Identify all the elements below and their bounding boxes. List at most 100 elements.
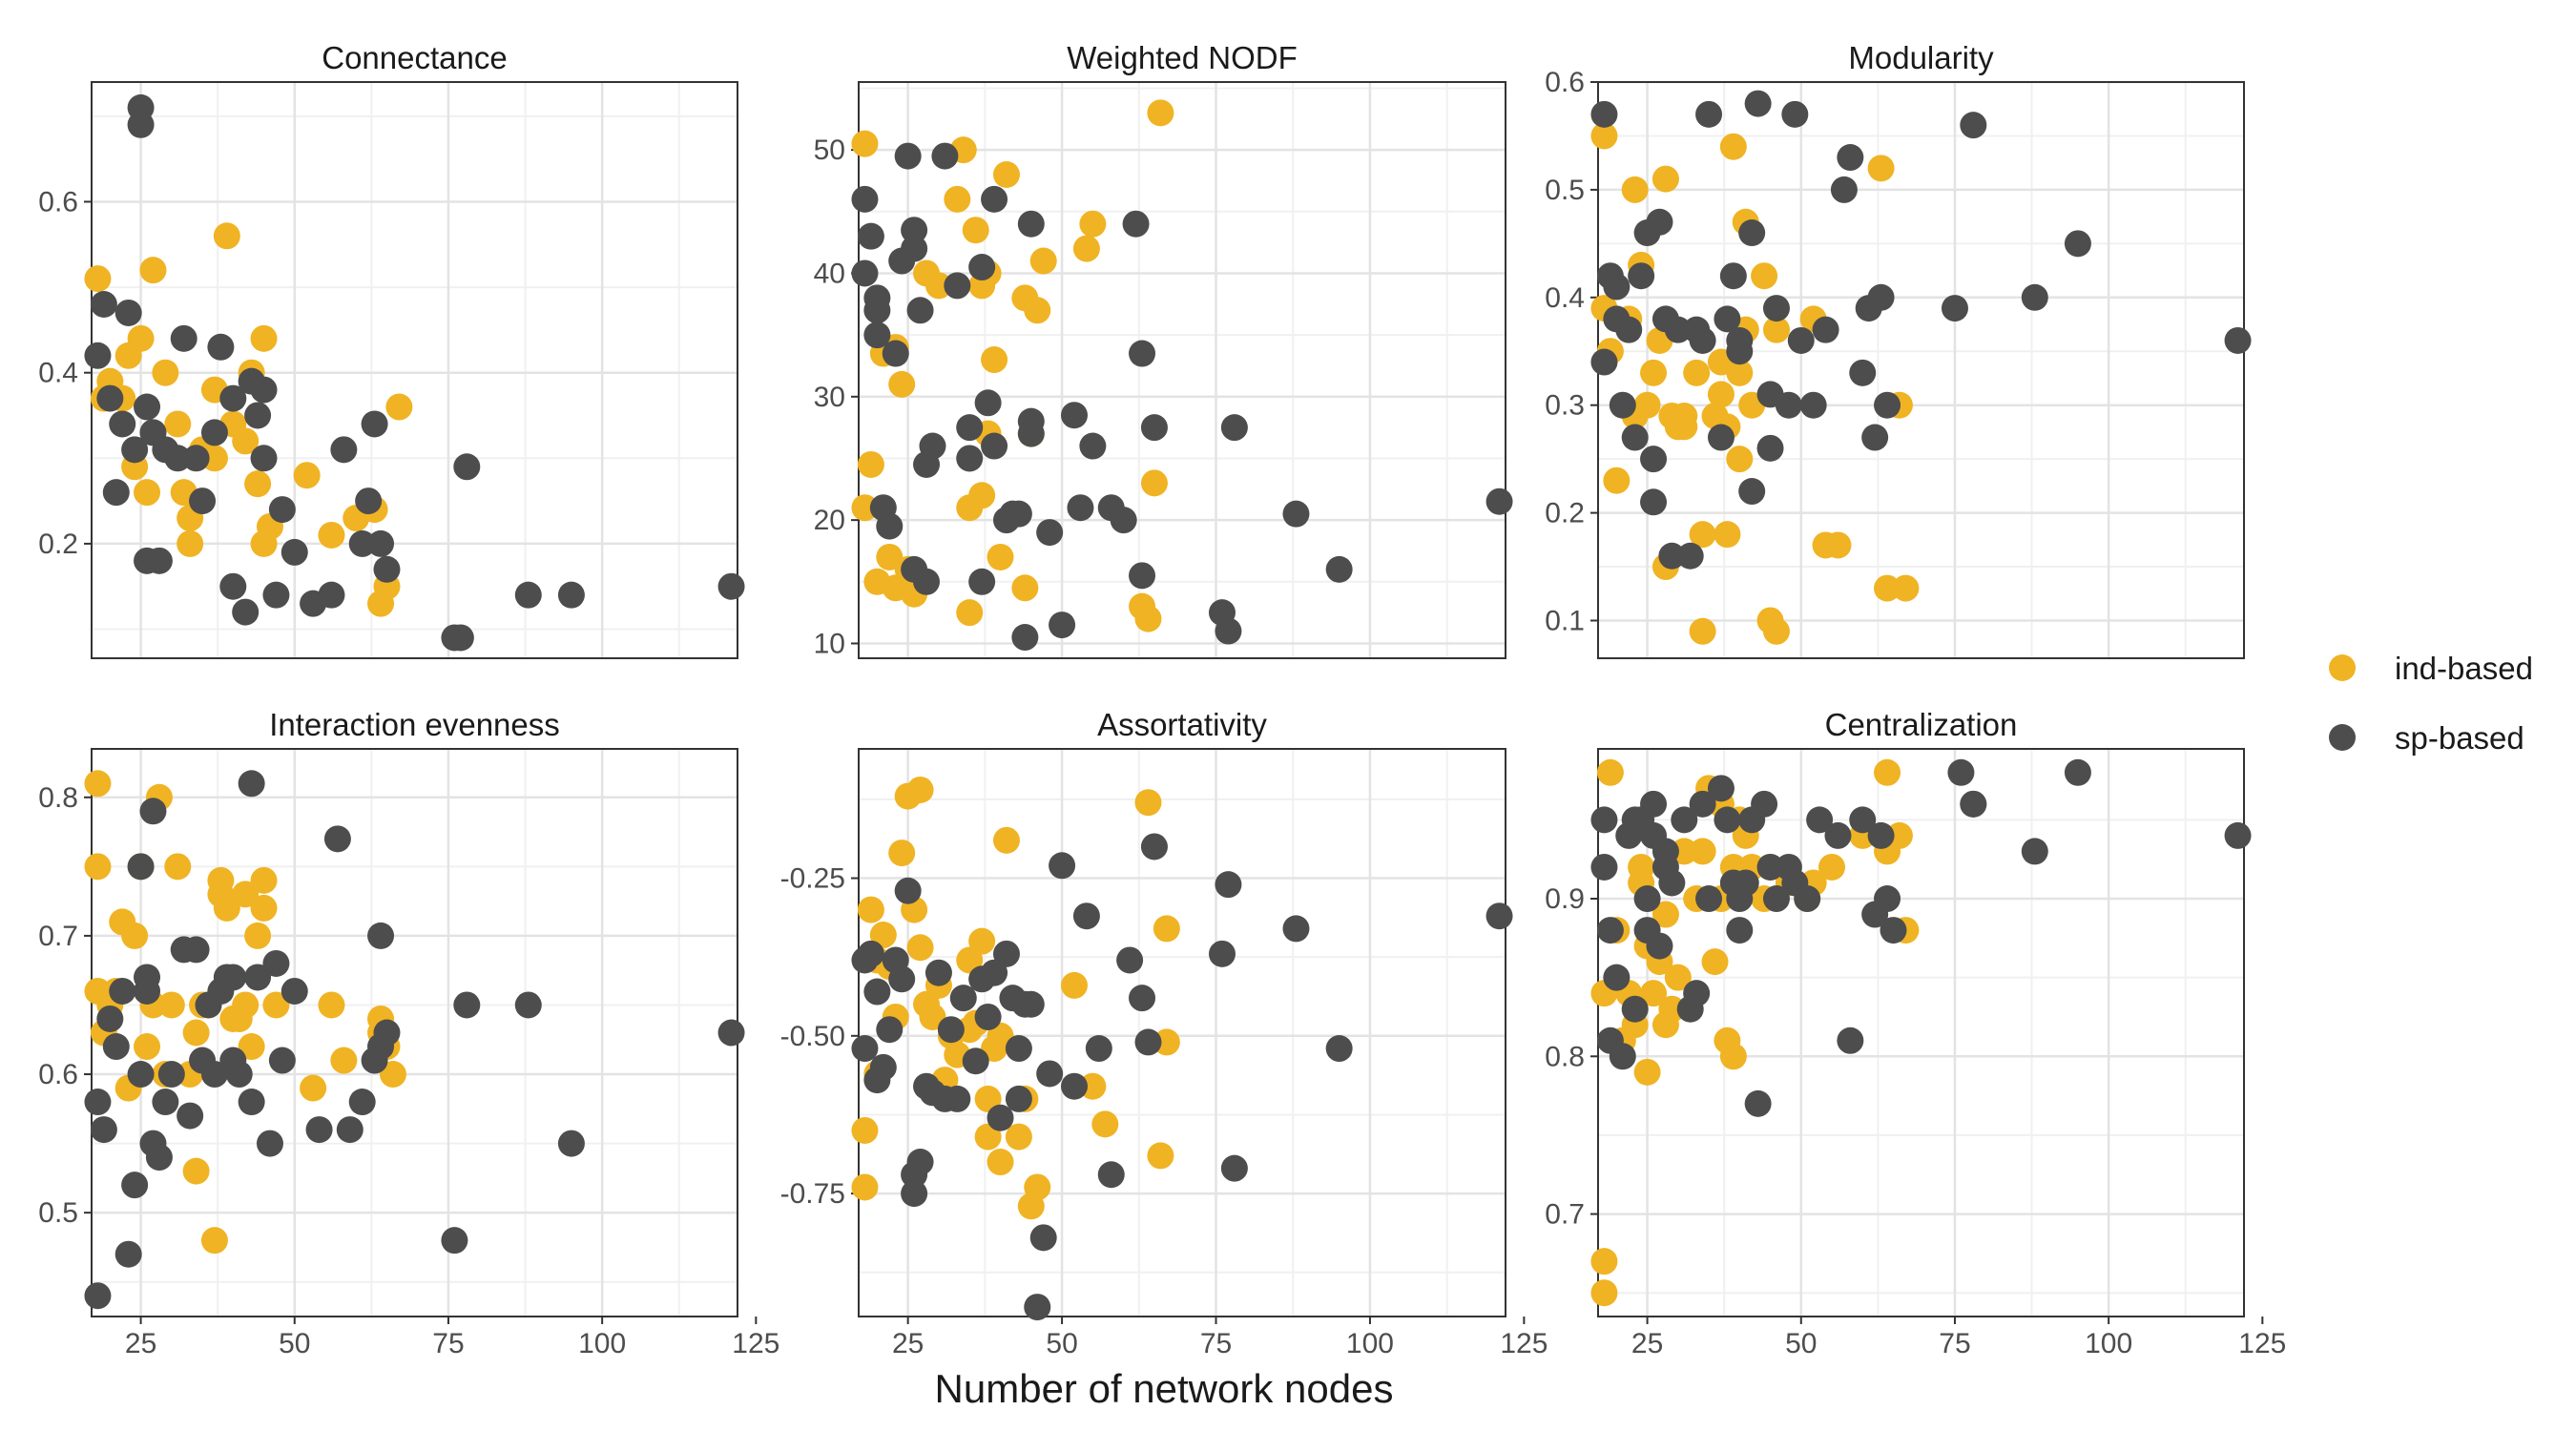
point-sp-based — [1683, 980, 1711, 1007]
point-ind-based — [182, 1157, 210, 1185]
point-sp-based — [262, 949, 290, 977]
point-ind-based — [127, 324, 155, 352]
point-sp-based — [1874, 885, 1901, 913]
point-sp-based — [882, 340, 909, 367]
point-ind-based — [869, 922, 897, 949]
point-ind-based — [1671, 838, 1698, 865]
point-sp-based — [1061, 1072, 1088, 1100]
point-sp-based — [323, 825, 351, 853]
point-sp-based — [974, 1003, 1002, 1030]
point-ind-based — [84, 770, 112, 798]
point-sp-based — [919, 432, 946, 460]
point-sp-based — [336, 1116, 364, 1144]
point-sp-based — [157, 1061, 185, 1089]
point-ind-based — [330, 1047, 358, 1074]
point-ind-based — [992, 161, 1020, 189]
point-ind-based — [1640, 359, 1668, 386]
point-sp-based — [1714, 305, 1741, 333]
point-sp-based — [250, 445, 278, 472]
point-sp-based — [114, 1240, 142, 1268]
point-ind-based — [1892, 574, 1920, 602]
point-ind-based — [962, 217, 989, 244]
point-sp-based — [1867, 821, 1895, 849]
point-sp-based — [145, 1144, 173, 1172]
point-ind-based — [1005, 1123, 1032, 1151]
point-ind-based — [250, 894, 278, 922]
point-ind-based — [318, 991, 345, 1019]
point-ind-based — [1628, 853, 1655, 881]
point-sp-based — [139, 798, 167, 825]
legend: ind-based sp-based — [2329, 651, 2533, 756]
point-ind-based — [968, 927, 996, 955]
point-ind-based — [987, 543, 1014, 570]
point-sp-based — [114, 299, 142, 326]
y-tick-label: 0.2 — [38, 529, 78, 560]
point-sp-based — [177, 1102, 204, 1130]
point-sp-based — [447, 624, 474, 652]
point-sp-based — [557, 1130, 585, 1157]
point-sp-based — [96, 1005, 124, 1032]
point-ind-based — [857, 896, 884, 923]
point-ind-based — [379, 1061, 406, 1089]
point-ind-based — [318, 521, 345, 549]
point-sp-based — [2064, 230, 2091, 258]
point-sp-based — [244, 402, 272, 429]
point-sp-based — [1824, 821, 1852, 849]
point-ind-based — [888, 370, 916, 398]
point-sp-based — [1590, 853, 1618, 881]
point-sp-based — [888, 965, 916, 993]
point-sp-based — [1005, 1085, 1032, 1112]
x-tick-label: 100 — [578, 1328, 626, 1359]
point-ind-based — [232, 881, 260, 908]
point-sp-based — [1799, 391, 1827, 419]
point-ind-based — [1621, 176, 1649, 203]
point-sp-based — [1738, 478, 1766, 506]
point-sp-based — [2224, 326, 2252, 354]
point-ind-based — [200, 1227, 228, 1255]
point-ind-based — [1719, 133, 1747, 160]
point-ind-based — [906, 934, 934, 962]
point-sp-based — [238, 770, 265, 798]
point-ind-based — [1134, 789, 1162, 817]
point-sp-based — [876, 512, 904, 540]
point-sp-based — [1787, 326, 1815, 354]
point-sp-based — [1024, 1294, 1051, 1321]
point-ind-based — [1874, 574, 1901, 602]
point-sp-based — [262, 581, 290, 609]
point-sp-based — [944, 272, 971, 300]
point-sp-based — [1325, 1035, 1353, 1063]
point-sp-based — [219, 572, 247, 600]
y-tick-label: 20 — [814, 505, 845, 536]
point-ind-based — [134, 479, 161, 507]
point-sp-based — [1017, 990, 1045, 1018]
point-sp-based — [894, 877, 922, 904]
point-sp-based — [1867, 283, 1895, 311]
y-tick-label: 0.8 — [1545, 1041, 1585, 1072]
point-ind-based — [1596, 758, 1624, 786]
point-sp-based — [1762, 295, 1790, 322]
point-ind-based — [84, 853, 112, 881]
point-sp-based — [164, 445, 192, 472]
point-ind-based — [262, 991, 290, 1019]
point-ind-based — [1701, 948, 1729, 976]
point-sp-based — [1756, 434, 1784, 462]
point-sp-based — [901, 235, 928, 262]
point-sp-based — [1744, 1089, 1772, 1117]
x-tick-label: 50 — [1046, 1328, 1077, 1359]
point-sp-based — [121, 1172, 149, 1199]
point-sp-based — [937, 1016, 965, 1044]
point-sp-based — [330, 436, 358, 464]
point-ind-based — [1762, 617, 1790, 645]
panel-interaction-evenness: Interaction evenness 25 50 75 100 125 0.5 0.6 0.… — [38, 707, 779, 1359]
point-ind-based — [244, 922, 272, 949]
point-sp-based — [1215, 617, 1242, 645]
point-ind-based — [1707, 381, 1735, 408]
point-sp-based — [1590, 806, 1618, 834]
point-sp-based — [1633, 885, 1661, 913]
point-sp-based — [367, 529, 395, 557]
point-sp-based — [557, 581, 585, 609]
panel-border — [1597, 748, 2245, 1317]
point-ind-based — [1072, 235, 1100, 262]
point-sp-based — [348, 1089, 376, 1116]
